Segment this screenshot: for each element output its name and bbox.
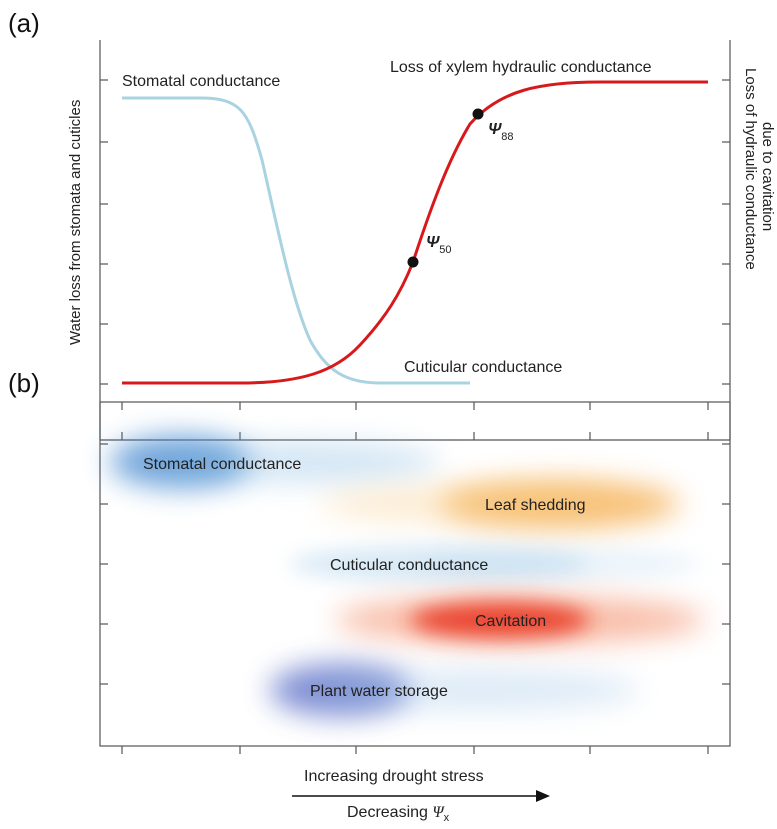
panel-b-axes [99, 401, 731, 754]
band-cavitation [335, 596, 705, 644]
psi88-label: Ψ88 [488, 121, 514, 143]
band-plant-water-storage [270, 664, 640, 716]
stomatal-conductance-label: Stomatal conductance [122, 73, 280, 90]
right-axis-label-line1: Loss of hydraulic conductance [742, 68, 759, 270]
drought-arrow-head [536, 790, 550, 802]
band-stomatal-conductance [110, 436, 440, 488]
psi50-point [407, 256, 419, 268]
xylem-conductance-loss-curve [122, 80, 708, 385]
band-label-cuticular-conductance: Cuticular conductance [330, 557, 488, 574]
right-axis-label-line2: due to cavitation [759, 122, 776, 231]
psi-x-subscript: x [443, 812, 450, 825]
band-leaf-shedding [320, 480, 680, 528]
panel-b-letter: (b) [8, 368, 40, 398]
psi-x-symbol: Ψ [432, 804, 444, 821]
band-label-stomatal-conductance: Stomatal conductance [143, 456, 301, 473]
cuticular-conductance-label: Cuticular conductance [404, 359, 562, 376]
band-cuticular-conductance [290, 546, 700, 582]
stomatal-conductance-curve [122, 96, 470, 385]
x-caption-bottom: Decreasing Ψx [347, 804, 449, 824]
band-label-plant-water-storage: Plant water storage [310, 683, 448, 700]
panel-a-axes [99, 40, 731, 441]
panel-a-letter: (a) [8, 8, 40, 38]
band-label-leaf-shedding: Leaf shedding [485, 497, 586, 514]
x-caption-top: Increasing drought stress [304, 768, 484, 785]
xylem-loss-label: Loss of xylem hydraulic conductance [390, 59, 652, 76]
psi50-label: Ψ50 [426, 234, 452, 256]
x-caption-bottom-text: Decreasing [347, 804, 433, 821]
psi88-point [472, 108, 484, 120]
band-label-cavitation: Cavitation [475, 613, 546, 630]
left-axis-label: Water loss from stomata and cuticles [67, 100, 84, 345]
